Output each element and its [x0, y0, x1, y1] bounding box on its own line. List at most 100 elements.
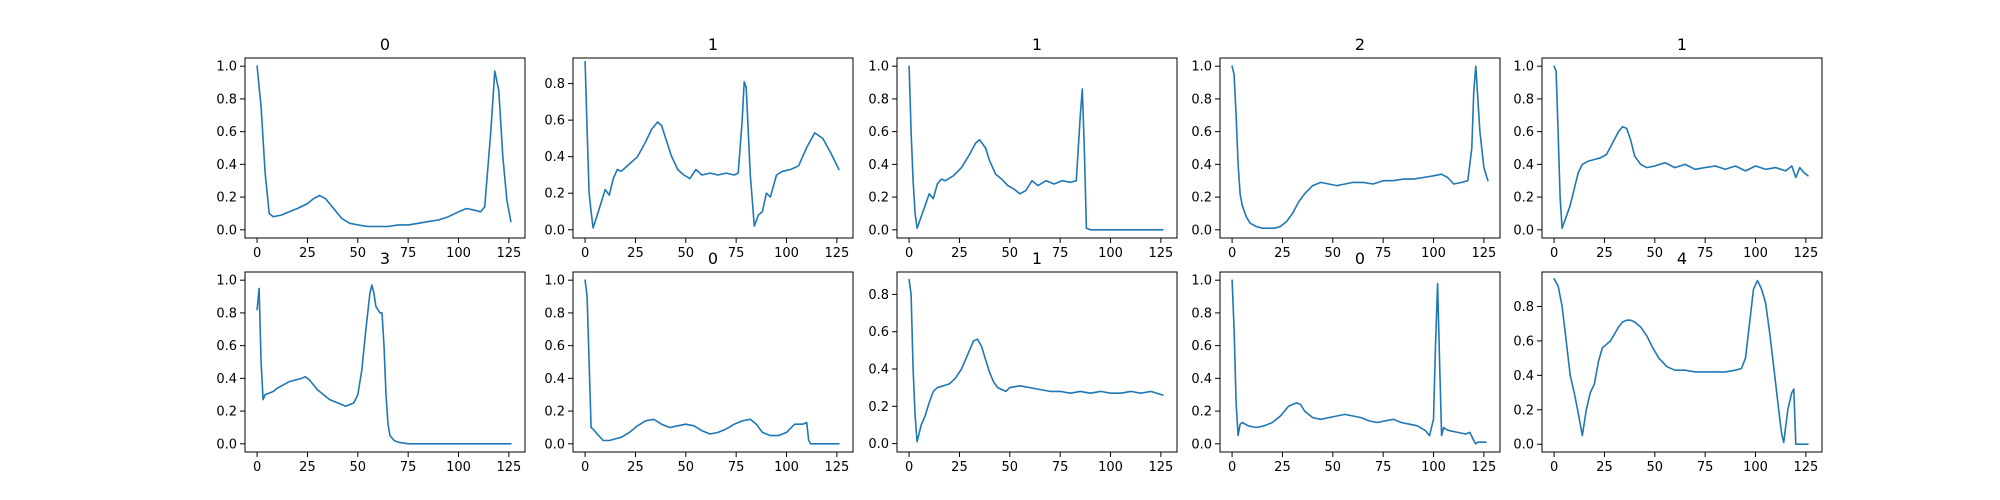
y-tick-label: 1.0	[544, 274, 565, 289]
y-tick-label: 0.4	[216, 158, 237, 173]
plot-frame	[572, 57, 854, 239]
x-tick-label: 100	[774, 460, 799, 475]
y-tick-label: 0.0	[1513, 223, 1534, 238]
plot-frame	[244, 57, 526, 239]
y-tick-label: 0.6	[1513, 125, 1534, 140]
x-tick-label: 25	[627, 246, 644, 261]
series-line	[584, 60, 840, 229]
series-line	[1231, 65, 1489, 229]
y-tick-label: 1.0	[868, 60, 889, 75]
y-tick-label: 1.0	[1191, 60, 1212, 75]
x-tick-label: 0	[905, 460, 913, 475]
plot-frame	[1219, 57, 1501, 239]
subplot-title: 1	[1032, 35, 1042, 54]
x-tick-label: 100	[446, 246, 471, 261]
y-tick-label: 0.6	[868, 325, 889, 340]
series-line	[1553, 65, 1809, 229]
x-tick-label: 100	[1421, 246, 1446, 261]
plot-frame	[1219, 271, 1501, 453]
x-tick-label: 125	[1148, 246, 1173, 261]
y-tick-label: 0.8	[1513, 92, 1534, 107]
plot-frame	[896, 57, 1178, 239]
y-tick-label: 0.0	[1513, 438, 1534, 453]
x-tick-label: 75	[400, 246, 417, 261]
x-tick-label: 25	[951, 246, 968, 261]
x-tick-label: 0	[581, 246, 589, 261]
series-line	[908, 278, 1164, 443]
y-tick-label: 0.4	[1513, 158, 1534, 173]
x-tick-label: 75	[728, 460, 745, 475]
plot-frame	[572, 271, 854, 453]
x-tick-label: 75	[1052, 246, 1069, 261]
x-tick-label: 125	[824, 246, 849, 261]
x-tick-label: 75	[1052, 460, 1069, 475]
subplot-title: 1	[1677, 35, 1687, 54]
subplot-1: 1 0 25 50 75 100 125 0.0 0.2 0.4 0.6 0.8	[544, 35, 854, 261]
y-tick-label: 0.0	[544, 437, 565, 452]
y-tick-label: 0.2	[1191, 191, 1212, 206]
y-tick-label: 0.6	[544, 114, 565, 129]
x-tick-label: 75	[1697, 460, 1714, 475]
x-tick-label: 50	[350, 246, 367, 261]
x-tick-label: 25	[1274, 460, 1291, 475]
y-tick-label: 0.0	[868, 437, 889, 452]
y-tick-label: 0.6	[216, 125, 237, 140]
y-tick-label: 0.4	[868, 158, 889, 173]
x-tick-label: 25	[1596, 460, 1613, 475]
y-tick-label: 0.4	[868, 362, 889, 377]
x-tick-label: 100	[1743, 246, 1768, 261]
x-tick-label: 25	[1596, 246, 1613, 261]
x-tick-label: 25	[299, 460, 316, 475]
x-tick-label: 25	[299, 246, 316, 261]
x-tick-label: 25	[627, 460, 644, 475]
series-line	[1553, 278, 1809, 446]
x-tick-label: 50	[1647, 460, 1664, 475]
x-tick-label: 0	[253, 460, 261, 475]
y-tick-label: 0.2	[868, 191, 889, 206]
x-tick-label: 125	[824, 460, 849, 475]
x-tick-label: 0	[905, 246, 913, 261]
subplot-title: 0	[708, 249, 718, 268]
y-tick-label: 0.2	[1513, 403, 1534, 418]
y-tick-label: 0.2	[1513, 191, 1534, 206]
series-line	[256, 65, 512, 228]
series-line	[256, 284, 512, 445]
y-tick-label: 1.0	[216, 60, 237, 75]
y-tick-label: 0.8	[868, 92, 889, 107]
y-tick-label: 0.0	[1191, 223, 1212, 238]
y-tick-label: 0.4	[544, 372, 565, 387]
x-tick-label: 0	[1550, 246, 1558, 261]
x-tick-label: 75	[1697, 246, 1714, 261]
x-tick-label: 50	[1647, 246, 1664, 261]
series-line	[584, 279, 840, 445]
y-tick-label: 0.6	[1191, 125, 1212, 140]
y-tick-label: 0.0	[544, 223, 565, 238]
y-tick-label: 0.8	[868, 288, 889, 303]
subplot-0: 0 0 25 50 75 100 125 0.0 0.2 0.4 0.6 0.8 1.0	[216, 35, 526, 261]
x-tick-label: 50	[678, 460, 695, 475]
x-tick-label: 125	[1471, 246, 1496, 261]
y-tick-label: 0.4	[216, 372, 237, 387]
y-tick-label: 0.4	[1191, 372, 1212, 387]
subplot-7: 1 0 25 50 75 100 125 0.0 0.2 0.4 0.6 0.8	[868, 249, 1178, 475]
y-tick-label: 0.6	[1513, 334, 1534, 349]
y-tick-label: 0.6	[1191, 339, 1212, 354]
y-tick-label: 0.8	[216, 92, 237, 107]
subplot-title: 2	[1355, 35, 1365, 54]
plot-frame	[244, 271, 526, 453]
subplot-title: 4	[1677, 249, 1687, 268]
y-tick-label: 0.0	[868, 223, 889, 238]
x-tick-label: 50	[1002, 246, 1019, 261]
y-tick-label: 0.0	[216, 223, 237, 238]
series-line	[908, 65, 1164, 231]
y-tick-label: 0.4	[544, 150, 565, 165]
subplot-5: 3 0 25 50 75 100 125 0.0 0.2 0.4 0.6 0.8 1.0	[216, 249, 526, 475]
x-tick-label: 125	[496, 460, 521, 475]
x-tick-label: 0	[253, 246, 261, 261]
y-tick-label: 0.2	[216, 405, 237, 420]
plot-frame	[1541, 57, 1823, 239]
x-tick-label: 100	[774, 246, 799, 261]
subplot-6: 0 0 25 50 75 100 125 0.0 0.2 0.4 0.6 0.8 1.0	[544, 249, 854, 475]
x-tick-label: 100	[1098, 460, 1123, 475]
